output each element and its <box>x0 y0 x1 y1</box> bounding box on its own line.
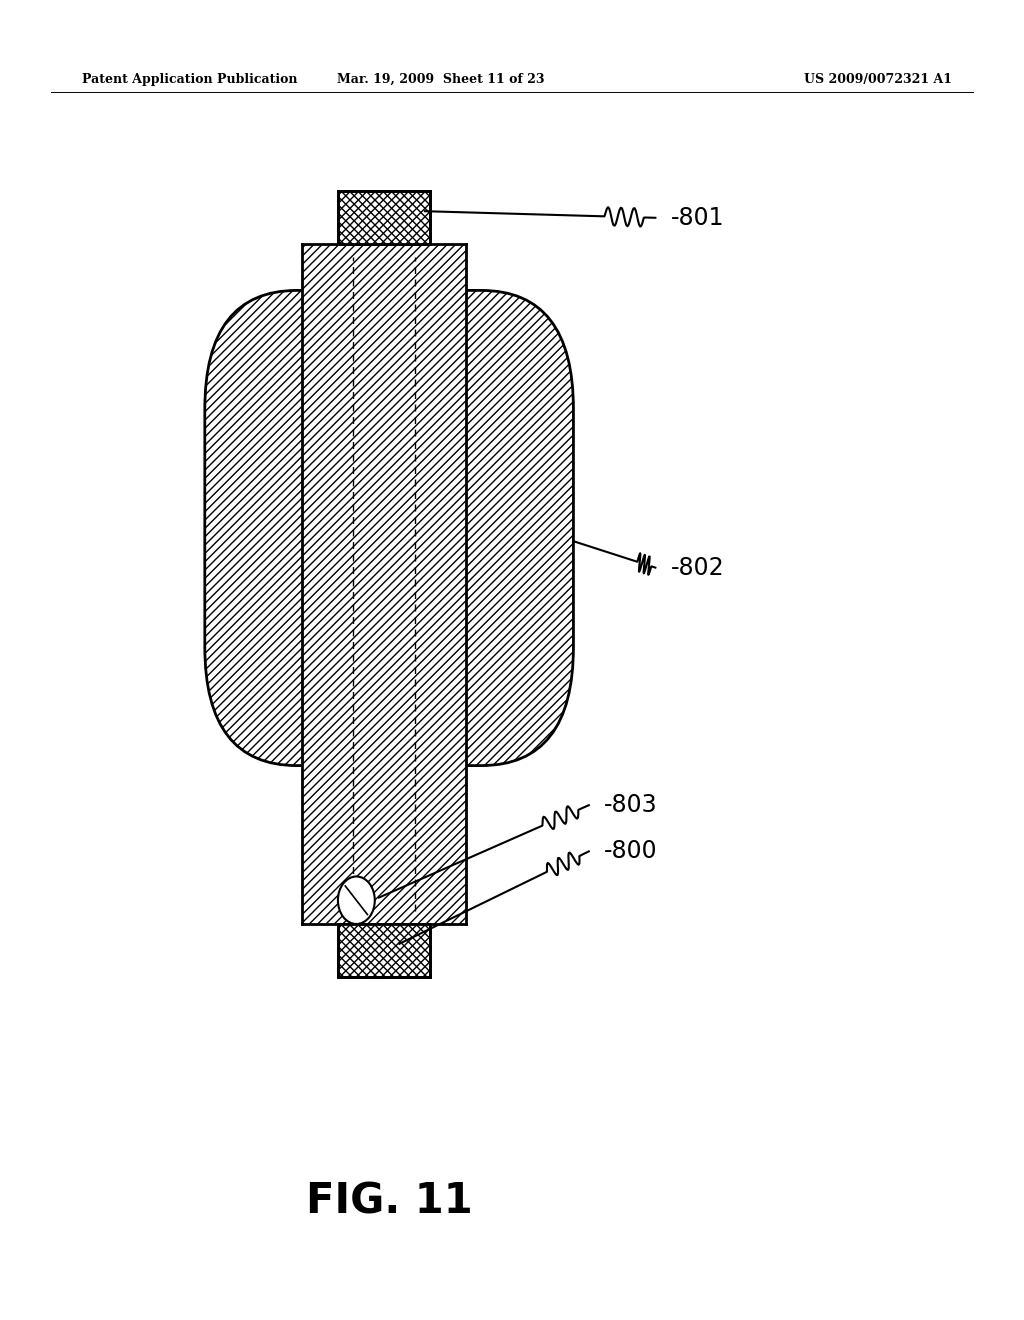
Bar <box>338 924 430 977</box>
Text: -803: -803 <box>604 793 657 817</box>
Text: -802: -802 <box>671 556 724 579</box>
Text: Patent Application Publication: Patent Application Publication <box>82 73 297 86</box>
Bar <box>338 924 430 977</box>
Circle shape <box>338 876 375 924</box>
FancyBboxPatch shape <box>205 290 573 766</box>
Text: US 2009/0072321 A1: US 2009/0072321 A1 <box>804 73 952 86</box>
Text: Mar. 19, 2009  Sheet 11 of 23: Mar. 19, 2009 Sheet 11 of 23 <box>337 73 544 86</box>
Text: -800: -800 <box>604 840 657 863</box>
Text: -801: -801 <box>671 206 724 230</box>
Bar <box>338 191 430 244</box>
Bar <box>338 191 430 244</box>
Bar <box>338 191 430 244</box>
Bar <box>338 924 430 977</box>
Bar <box>302 244 466 924</box>
Text: FIG. 11: FIG. 11 <box>306 1180 472 1222</box>
Bar <box>302 244 466 924</box>
